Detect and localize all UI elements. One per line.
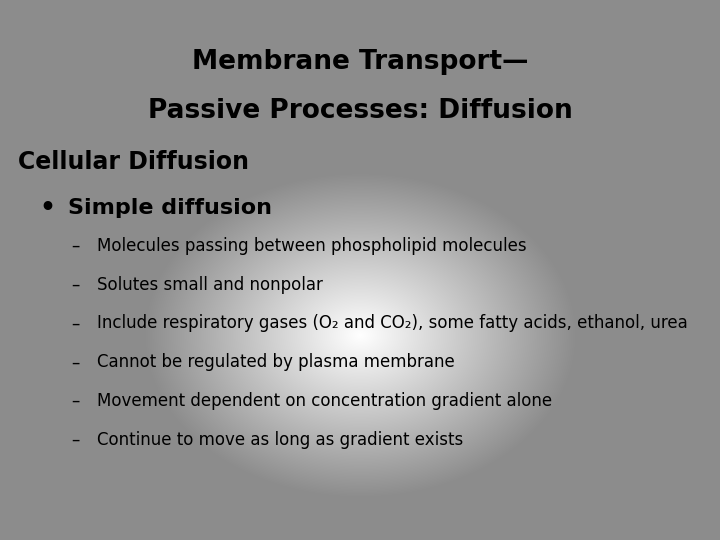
Text: –: – (71, 275, 80, 294)
Text: Membrane Transport—: Membrane Transport— (192, 49, 528, 75)
Text: Molecules passing between phospholipid molecules: Molecules passing between phospholipid m… (97, 237, 527, 255)
Text: –: – (71, 392, 80, 410)
Text: Cannot be regulated by plasma membrane: Cannot be regulated by plasma membrane (97, 353, 455, 372)
Text: Continue to move as long as gradient exists: Continue to move as long as gradient exi… (97, 431, 464, 449)
Text: Solutes small and nonpolar: Solutes small and nonpolar (97, 275, 323, 294)
Text: –: – (71, 314, 80, 333)
Text: Passive Processes: Diffusion: Passive Processes: Diffusion (148, 98, 572, 124)
Text: Movement dependent on concentration gradient alone: Movement dependent on concentration grad… (97, 392, 552, 410)
Text: –: – (71, 431, 80, 449)
Text: •: • (40, 196, 55, 220)
Text: Simple diffusion: Simple diffusion (68, 198, 272, 218)
Text: Cellular Diffusion: Cellular Diffusion (18, 150, 249, 174)
Text: –: – (71, 237, 80, 255)
Text: –: – (71, 353, 80, 372)
Text: Include respiratory gases (O₂ and CO₂), some fatty acids, ethanol, urea: Include respiratory gases (O₂ and CO₂), … (97, 314, 688, 333)
